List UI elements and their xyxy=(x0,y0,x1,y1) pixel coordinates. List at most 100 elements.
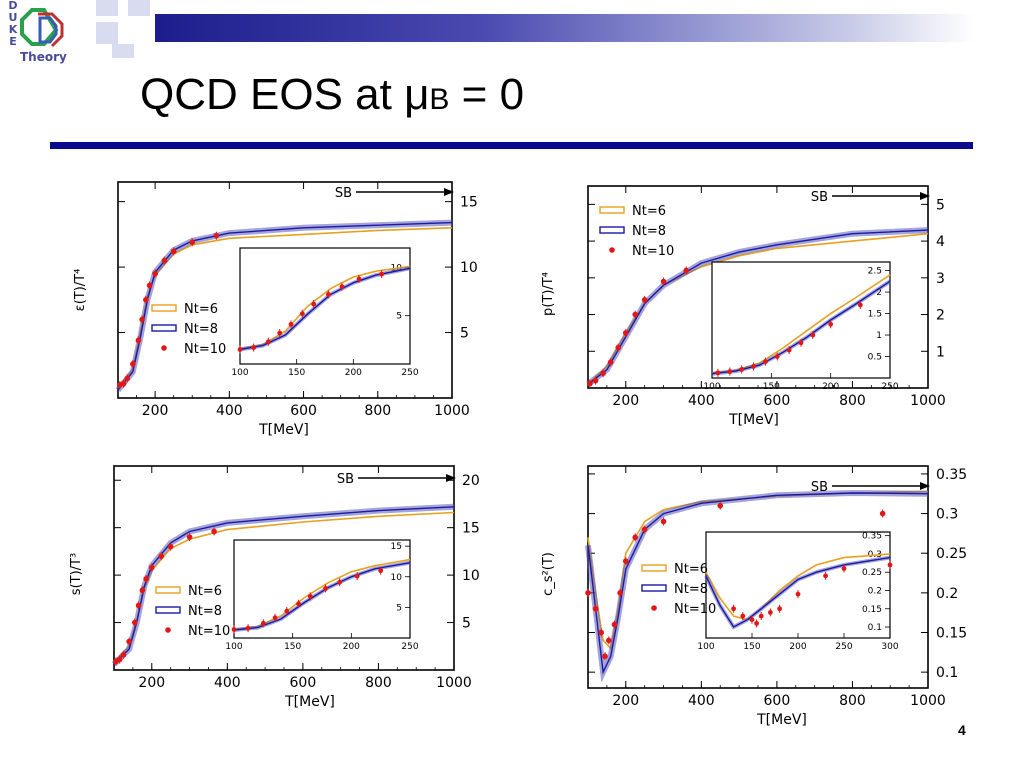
inset-y-tick-label: 1.5 xyxy=(868,310,882,320)
y-axis-label: ε(T)/T⁴ xyxy=(73,269,88,312)
legend-marker xyxy=(651,605,657,611)
inset-x-tick-label: 100 xyxy=(703,382,720,392)
logo-letter: U xyxy=(8,11,18,24)
data-point xyxy=(139,316,145,323)
data-point xyxy=(751,364,756,369)
data-point xyxy=(245,625,251,631)
data-point xyxy=(339,284,345,290)
data-point xyxy=(592,605,599,612)
inset-frame xyxy=(239,247,411,365)
data-point xyxy=(126,638,132,645)
inset-frame xyxy=(711,261,891,379)
data-point xyxy=(251,345,256,350)
legend-marker xyxy=(151,324,177,332)
data-point xyxy=(296,601,301,607)
slide-title: QCD EOS at μB = 0 xyxy=(140,70,524,120)
data-point xyxy=(161,257,168,264)
data-point xyxy=(641,526,648,533)
energy-density-chart: 200 400 600 800 1000 5 10 15 T[MeV] ε(T)/T⁴ SB 100 1… xyxy=(73,181,478,438)
inset-y-tick-label: 0.2 xyxy=(868,586,882,596)
x-tick-label: 800 xyxy=(839,393,866,409)
data-point xyxy=(660,518,667,525)
data-point xyxy=(611,621,618,628)
data-point xyxy=(768,610,773,615)
data-point xyxy=(715,370,721,376)
legend-label: Nt=10 xyxy=(184,342,226,357)
data-point xyxy=(598,629,605,636)
logo-vertical-letters: D U K E xyxy=(6,0,20,48)
data-point xyxy=(777,606,782,612)
legend-label: Nt=10 xyxy=(188,624,230,639)
data-point xyxy=(887,562,893,568)
series-line xyxy=(239,267,411,351)
sb-arrow-head xyxy=(920,482,930,490)
data-point xyxy=(152,270,158,277)
legend-marker xyxy=(641,584,667,592)
legend-marker xyxy=(161,345,167,351)
x-tick-label: 400 xyxy=(214,675,241,691)
y-tick-label: 20 xyxy=(462,473,480,489)
legend-label: Nt=8 xyxy=(184,322,218,337)
data-point xyxy=(740,613,746,619)
logo-letter: K xyxy=(8,23,18,36)
data-point xyxy=(600,370,606,377)
y-tick-label: 15 xyxy=(462,521,480,537)
x-tick-label: 800 xyxy=(365,675,392,691)
data-point xyxy=(378,568,384,574)
data-point xyxy=(587,380,593,387)
y-tick-label: 1 xyxy=(936,344,945,360)
logo-letter: E xyxy=(9,35,17,48)
x-tick-label: 800 xyxy=(839,693,866,709)
entropy-chart: 200 400 600 800 1000 5 10 15 20 T[MeV] s(T)/T³ SB 10… xyxy=(69,465,480,710)
y-tick-label: 4 xyxy=(936,234,945,250)
y-tick-label: 10 xyxy=(460,260,478,276)
data-point xyxy=(284,608,290,614)
data-point xyxy=(148,564,155,571)
series-line xyxy=(233,562,411,631)
title-underline xyxy=(50,142,973,149)
x-tick-label: 600 xyxy=(764,393,791,409)
series-line xyxy=(705,556,891,628)
data-point xyxy=(213,232,220,239)
x-tick-label: 200 xyxy=(612,393,639,409)
logo-emblem xyxy=(20,8,64,48)
data-point xyxy=(585,590,591,596)
legend-marker xyxy=(599,226,625,234)
data-point xyxy=(131,619,138,626)
legend-label: Nt=6 xyxy=(632,204,666,219)
data-point xyxy=(641,297,648,303)
sb-label: SB xyxy=(811,190,828,205)
y-tick-label: 2 xyxy=(936,308,945,324)
inset-y-tick-label: 15 xyxy=(391,542,402,552)
data-point xyxy=(617,590,623,596)
data-point xyxy=(810,332,816,338)
inset-y-tick-label: 0.35 xyxy=(862,532,882,542)
pressure-chart: 200 400 600 800 1000 1 2 3 4 5 T[MeV] p(T)/T⁴ SB 100 1… xyxy=(541,185,946,428)
legend-marker xyxy=(641,564,667,572)
page-number: 4 xyxy=(958,722,966,738)
y-tick-label: 3 xyxy=(936,271,945,287)
x-tick-label: 600 xyxy=(290,675,317,691)
data-point xyxy=(632,311,639,318)
inset-x-tick-label: 200 xyxy=(822,382,839,392)
inset-x-tick-label: 150 xyxy=(284,642,301,652)
data-point xyxy=(622,558,629,564)
data-point xyxy=(841,566,847,571)
sb-arrow-head xyxy=(444,188,454,196)
x-tick-label: 1000 xyxy=(910,693,946,709)
data-point xyxy=(146,282,153,289)
y-tick-label: 0.3 xyxy=(936,507,958,523)
sb-label: SB xyxy=(335,186,352,201)
inset-x-tick-label: 250 xyxy=(401,642,418,652)
data-point xyxy=(795,591,801,597)
x-tick-label: 400 xyxy=(688,393,715,409)
inset-x-tick-label: 200 xyxy=(789,642,806,652)
data-point xyxy=(717,502,724,509)
inset-y-tick-label: 0.15 xyxy=(862,605,882,615)
inset-y-tick-label: 10 xyxy=(391,573,403,583)
inset-x-tick-label: 100 xyxy=(225,642,242,652)
inset-x-tick-label: 200 xyxy=(345,368,362,378)
data-point xyxy=(615,344,622,351)
sb-arrow-head xyxy=(446,474,456,482)
data-point xyxy=(120,652,127,658)
